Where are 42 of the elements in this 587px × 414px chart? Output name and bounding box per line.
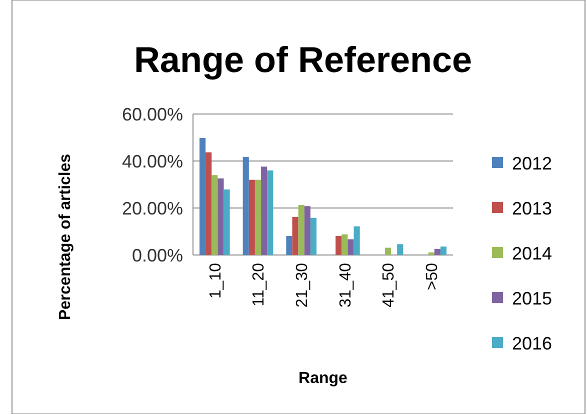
y-tick-label: 20.00% (122, 198, 183, 218)
chart-title: Range of Reference (134, 39, 472, 80)
bar (384, 248, 392, 255)
bar (434, 248, 440, 255)
x-axis-title: Range (298, 370, 348, 387)
x-tick-label: 21_30 (294, 262, 311, 308)
bar (218, 178, 224, 255)
x-tick-label: 31_40 (337, 262, 354, 308)
bar (212, 175, 218, 255)
bar (224, 189, 230, 255)
bar (267, 170, 274, 255)
bar (248, 180, 255, 255)
bar (298, 204, 304, 255)
y-tick-label: 60.00% (122, 104, 183, 124)
y-tick-label: 40.00% (122, 151, 183, 172)
bar (206, 152, 212, 255)
x-tick-label: 41_50 (380, 262, 398, 308)
bar (261, 166, 268, 255)
y-tick-label: 0.00% (132, 245, 183, 266)
bar (286, 236, 292, 255)
legend-label: 2013 (512, 198, 552, 218)
legend-label: 2012 (512, 153, 552, 174)
bar (354, 226, 360, 255)
legend-label: 2014 (512, 243, 552, 264)
bar (397, 244, 404, 255)
x-tick-label: 11_20 (250, 262, 268, 306)
bar (440, 246, 446, 255)
legend-label: 2015 (512, 288, 552, 308)
y-axis-title: Percentage of articles (57, 154, 74, 320)
bar (348, 239, 354, 255)
bar (200, 138, 206, 255)
bar (254, 180, 262, 255)
bar (342, 234, 348, 255)
bar (336, 236, 342, 255)
bar (304, 206, 310, 255)
bar (292, 216, 298, 255)
bar (242, 157, 249, 255)
x-tick-label: 1_10 (207, 262, 224, 299)
x-tick-label: >50 (424, 262, 441, 290)
legend-label: 2016 (512, 333, 552, 354)
bar (310, 218, 316, 255)
bar (428, 252, 434, 255)
